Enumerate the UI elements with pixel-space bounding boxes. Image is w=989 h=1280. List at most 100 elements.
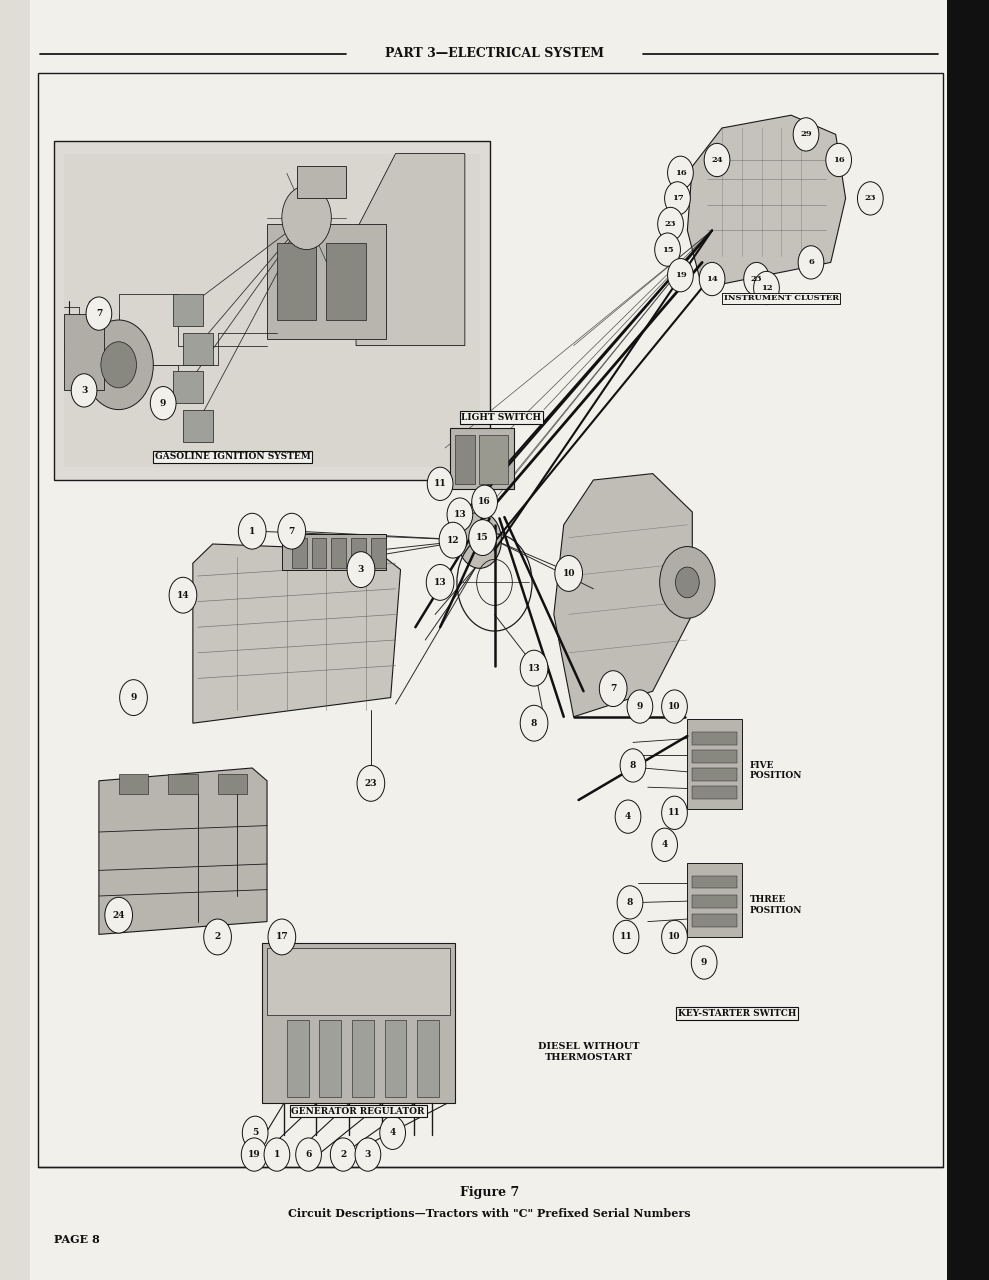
Text: 23: 23 xyxy=(864,195,876,202)
Circle shape xyxy=(704,143,730,177)
Text: 14: 14 xyxy=(706,275,718,283)
Circle shape xyxy=(439,522,467,558)
Text: 9: 9 xyxy=(637,701,643,712)
Text: 1: 1 xyxy=(274,1149,280,1160)
Text: 15: 15 xyxy=(662,246,674,253)
Text: 16: 16 xyxy=(833,156,845,164)
Text: Circuit Descriptions—Tractors with "C" Prefixed Serial Numbers: Circuit Descriptions—Tractors with "C" P… xyxy=(288,1208,691,1219)
Text: GENERATOR REGULATOR: GENERATOR REGULATOR xyxy=(292,1106,424,1116)
Circle shape xyxy=(660,547,715,618)
Polygon shape xyxy=(554,474,692,717)
Bar xyxy=(331,538,346,568)
Bar xyxy=(417,1020,439,1097)
Text: PART 3—ELECTRICAL SYSTEM: PART 3—ELECTRICAL SYSTEM xyxy=(385,47,604,60)
Bar xyxy=(692,914,737,927)
Text: 7: 7 xyxy=(289,526,295,536)
Bar xyxy=(287,1020,309,1097)
Circle shape xyxy=(241,1138,267,1171)
Circle shape xyxy=(472,485,497,518)
Text: 4: 4 xyxy=(390,1128,396,1138)
Circle shape xyxy=(105,897,133,933)
Text: 17: 17 xyxy=(672,195,683,202)
Circle shape xyxy=(84,320,153,410)
Circle shape xyxy=(620,749,646,782)
Bar xyxy=(692,895,737,908)
Circle shape xyxy=(857,182,883,215)
Circle shape xyxy=(238,513,266,549)
Bar xyxy=(687,719,742,809)
Text: 24: 24 xyxy=(711,156,723,164)
Polygon shape xyxy=(687,115,846,288)
Text: LIGHT SWITCH: LIGHT SWITCH xyxy=(462,412,541,422)
Text: 14: 14 xyxy=(177,590,189,600)
Bar xyxy=(687,863,742,937)
Polygon shape xyxy=(99,768,267,934)
Text: 8: 8 xyxy=(627,897,633,908)
Bar xyxy=(267,948,450,1015)
Polygon shape xyxy=(356,154,465,346)
Circle shape xyxy=(150,387,176,420)
Bar xyxy=(173,371,203,403)
Circle shape xyxy=(826,143,852,177)
Bar xyxy=(479,435,508,484)
Bar xyxy=(173,294,203,326)
Circle shape xyxy=(458,512,501,568)
Circle shape xyxy=(426,564,454,600)
Circle shape xyxy=(242,1116,268,1149)
Circle shape xyxy=(699,262,725,296)
Text: 23: 23 xyxy=(665,220,676,228)
Bar xyxy=(692,876,737,888)
Text: 10: 10 xyxy=(563,568,575,579)
Circle shape xyxy=(754,271,779,305)
Circle shape xyxy=(793,118,819,151)
Bar xyxy=(385,1020,406,1097)
Circle shape xyxy=(655,233,680,266)
Text: 1: 1 xyxy=(249,526,255,536)
Text: 16: 16 xyxy=(479,497,491,507)
Text: 3: 3 xyxy=(358,564,364,575)
Text: DIESEL WITHOUT
THERMOSTART: DIESEL WITHOUT THERMOSTART xyxy=(538,1042,639,1062)
Circle shape xyxy=(652,828,677,861)
Circle shape xyxy=(798,246,824,279)
Circle shape xyxy=(662,796,687,829)
Bar xyxy=(455,435,475,484)
Circle shape xyxy=(662,690,687,723)
Circle shape xyxy=(169,577,197,613)
Circle shape xyxy=(71,374,97,407)
Bar xyxy=(326,243,366,320)
Text: 13: 13 xyxy=(434,577,446,588)
Text: 6: 6 xyxy=(306,1149,312,1160)
Text: 19: 19 xyxy=(674,271,686,279)
Circle shape xyxy=(599,671,627,707)
Text: 19: 19 xyxy=(248,1149,260,1160)
Circle shape xyxy=(520,705,548,741)
Circle shape xyxy=(744,262,769,296)
Text: 3: 3 xyxy=(81,385,87,396)
Circle shape xyxy=(555,556,583,591)
Text: 12: 12 xyxy=(761,284,772,292)
Bar xyxy=(351,538,366,568)
Text: 6: 6 xyxy=(808,259,814,266)
Circle shape xyxy=(691,946,717,979)
Text: 13: 13 xyxy=(528,663,540,673)
Text: 4: 4 xyxy=(662,840,668,850)
Circle shape xyxy=(282,186,331,250)
Text: 11: 11 xyxy=(620,932,632,942)
Text: 9: 9 xyxy=(701,957,707,968)
Text: 3: 3 xyxy=(365,1149,371,1160)
Circle shape xyxy=(204,919,231,955)
Circle shape xyxy=(668,259,693,292)
Circle shape xyxy=(278,513,306,549)
Bar xyxy=(64,314,104,390)
Text: 8: 8 xyxy=(630,760,636,771)
Bar xyxy=(262,943,455,1103)
Bar xyxy=(277,243,316,320)
Circle shape xyxy=(469,520,496,556)
Text: PAGE 8: PAGE 8 xyxy=(54,1234,100,1244)
Bar xyxy=(168,774,198,794)
Text: 11: 11 xyxy=(434,479,446,489)
Bar xyxy=(282,534,386,570)
Circle shape xyxy=(355,1138,381,1171)
Bar xyxy=(38,73,943,1167)
Text: 5: 5 xyxy=(252,1128,258,1138)
